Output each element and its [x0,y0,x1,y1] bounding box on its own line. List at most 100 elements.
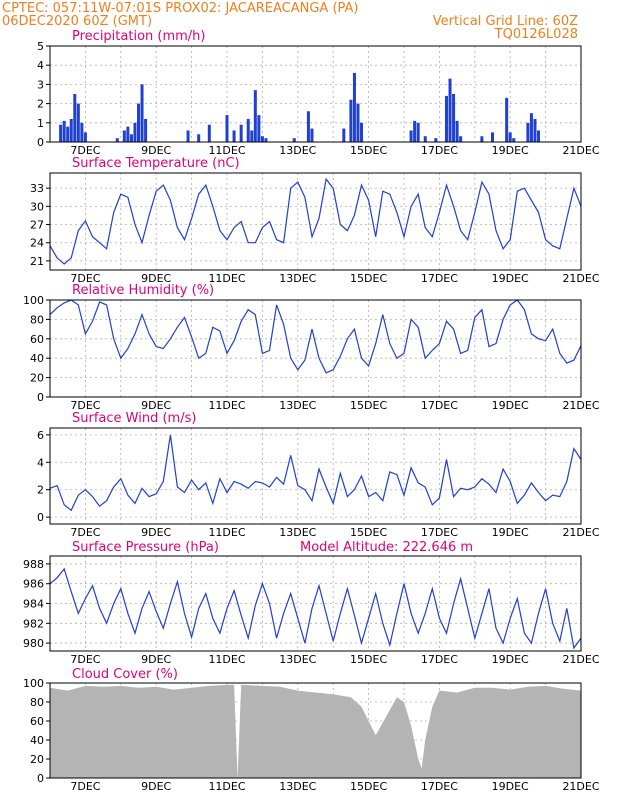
precipitation-bar [533,118,537,142]
cloud-cover-frame [49,682,582,779]
cloud-cover-date-label: 9DEC [141,780,171,793]
surface-wind-date-label: 7DEC [70,526,100,539]
precipitation-bar [448,78,452,142]
surface-wind-panel: Surface Wind (m/s) 0 2 4 6 7DEC 9DEC 11DEC 13DE… [37,411,600,539]
relative-humidity-ytick-label: 20 [30,372,44,385]
surface-pressure-date-label: 11DEC [208,653,245,666]
precipitation-bar [83,132,87,142]
surface-temperature-date-label: 7DEC [70,272,100,285]
precipitation-bar [508,132,512,142]
precipitation-date-label: 15DEC [350,144,387,157]
precipitation-bar [76,103,80,142]
surface-temperature-ytick-label: 33 [30,182,44,195]
surface-wind-date-label: 9DEC [141,526,171,539]
precipitation-bar [455,120,459,142]
relative-humidity-ytick-label: 100 [23,294,44,307]
cloud-cover-ytick-label: 80 [30,696,44,709]
precipitation-bar [452,94,456,142]
precipitation-bar [73,94,77,142]
precipitation-bar [69,118,73,142]
surface-wind-line [49,434,582,512]
surface-wind-ytick-label: 6 [37,429,44,442]
surface-wind-ytick-label: 4 [37,456,44,469]
precipitation-title: Precipitation (mm/h) [72,29,205,44]
surface-temperature-ytick-label: 30 [30,200,44,213]
surface-wind-date-label: 19DEC [492,526,529,539]
surface-temperature-title: Surface Temperature (nC) [72,156,240,171]
precipitation-ytick-label: 1 [37,117,44,130]
precipitation-bar [232,130,236,142]
surface-temperature-date-label: 17DEC [421,272,458,285]
run-date: 06DEC2020 60Z (GMT) [2,14,152,29]
precipitation-bar [239,124,243,142]
precipitation-bar [480,136,484,142]
precipitation-bar [197,134,201,142]
cloud-cover-date-label: 17DEC [421,780,458,793]
precipitation-bar [434,138,438,142]
relative-humidity-date-label: 13DEC [279,399,316,412]
precipitation-bar [140,84,144,142]
precipitation-bar [133,122,137,142]
cloud-cover-date-label: 11DEC [208,780,245,793]
precipitation-panel: Precipitation (mm/h) 0 1 2 3 4 5 7DEC 9DEC 11DEC… [37,29,600,157]
precipitation-bar [253,90,257,142]
surface-pressure-date-label: 7DEC [70,653,100,666]
relative-humidity-date-label: 11DEC [208,399,245,412]
relative-humidity-frame [49,299,582,398]
precipitation-date-label: 9DEC [141,144,171,157]
precipitation-bar [416,122,420,142]
cloud-cover-date-label: 19DEC [492,780,529,793]
surface-pressure-ytick-label: 984 [23,598,44,611]
relative-humidity-date-label: 21DEC [562,399,599,412]
relative-humidity-ytick-label: 60 [30,333,44,346]
precipitation-bar [505,97,509,142]
cloud-cover-ytick-label: 40 [30,734,44,747]
surface-wind-date-label: 17DEC [421,526,458,539]
surface-pressure-panel: Surface Pressure (hPa) Model Altitude: 2… [23,540,600,666]
precipitation-bar [250,130,254,142]
cloud-cover-title: Cloud Cover (%) [72,667,178,682]
surface-pressure-line [49,567,582,650]
precipitation-bar [423,136,427,142]
precipitation-bar [356,103,360,142]
cloud-cover-area [50,684,581,778]
surface-temperature-ytick-label: 27 [30,219,44,232]
relative-humidity-date-label: 17DEC [421,399,458,412]
precipitation-bar [360,122,364,142]
cloud-cover-date-label: 13DEC [279,780,316,793]
precipitation-bar [62,120,66,142]
surface-temperature-frame [49,172,582,271]
relative-humidity-date-label: 15DEC [350,399,387,412]
precipitation-bar [292,138,296,142]
precipitation-bar [129,134,133,142]
relative-humidity-ytick-label: 0 [37,391,44,404]
surface-temperature-date-label: 21DEC [562,272,599,285]
surface-temperature-date-label: 9DEC [141,272,171,285]
precipitation-ytick-label: 2 [37,98,44,111]
precipitation-date-label: 19DEC [492,144,529,157]
precipitation-bar [122,130,126,142]
precipitation-bar [144,118,148,142]
surface-wind-title: Surface Wind (m/s) [72,411,196,426]
precipitation-ytick-label: 5 [37,40,44,53]
cloud-cover-ytick-label: 60 [30,715,44,728]
precipitation-bar [115,138,119,142]
surface-wind-date-label: 11DEC [208,526,245,539]
precipitation-bar [126,126,130,142]
surface-pressure-ytick-label: 982 [23,617,44,630]
precipitation-bar [349,99,353,142]
precipitation-bar [186,130,190,142]
surface-temperature-date-label: 19DEC [492,272,529,285]
relative-humidity-date-label: 19DEC [492,399,529,412]
surface-pressure-title: Surface Pressure (hPa) [72,540,219,555]
precipitation-date-label: 7DEC [70,144,100,157]
surface-wind-date-label: 21DEC [562,526,599,539]
surface-pressure-date-label: 13DEC [279,653,316,666]
precipitation-bar [342,128,346,142]
precipitation-ytick-label: 4 [37,59,44,72]
precipitation-date-label: 21DEC [562,144,599,157]
precipitation-bar [409,130,413,142]
surface-pressure-date-label: 19DEC [492,653,529,666]
surface-wind-ytick-label: 0 [37,511,44,524]
